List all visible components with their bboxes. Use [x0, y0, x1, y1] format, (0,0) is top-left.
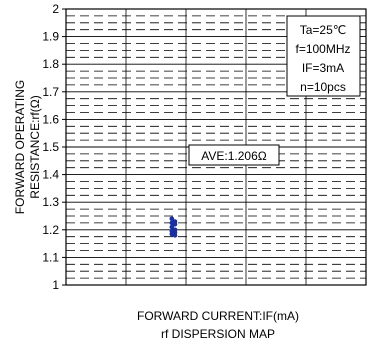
- y-tick-label: 1.2: [42, 223, 59, 237]
- average-box: AVE:1.206Ω: [188, 144, 280, 166]
- condition-temperature: Ta=25℃: [300, 23, 347, 37]
- y-tick-label: 1.4: [42, 168, 59, 182]
- y-tick-label: 1.5: [42, 140, 59, 154]
- y-tick-label: 1.6: [42, 112, 59, 126]
- y-tick-label: 1: [52, 278, 59, 292]
- data-point: [172, 233, 178, 238]
- y-tick-label: 1.8: [42, 57, 59, 71]
- y-axis-title-line1: FORWARD OPERATING: [13, 80, 27, 214]
- y-axis-ticks: 1 1.1 1.2 1.3 1.4 1.5 1.6 1.7 1.8 1.9 2: [42, 2, 66, 292]
- data-point: [169, 224, 175, 230]
- chart-title: rf DISPERSION MAP: [161, 327, 275, 341]
- y-tick-label: 1.7: [42, 85, 59, 99]
- y-axis-title-line2: RESISTANCE:rf(Ω): [28, 95, 42, 198]
- condition-forward-current: IF=3mA: [302, 61, 344, 75]
- data-points: [169, 216, 178, 238]
- y-tick-label: 2: [52, 2, 59, 16]
- y-tick-label: 1.1: [42, 250, 59, 264]
- conditions-box: Ta=25℃ f=100MHz IF=3mA n=10pcs: [286, 15, 361, 97]
- conditions-box-frame: [286, 15, 361, 97]
- y-tick-label: 1.3: [42, 195, 59, 209]
- data-point: [169, 216, 175, 222]
- condition-frequency: f=100MHz: [295, 42, 350, 56]
- x-axis-title: FORWARD CURRENT:IF(mA): [137, 309, 299, 323]
- condition-sample-count: n=10pcs: [300, 80, 346, 94]
- average-box-frame: [188, 144, 280, 166]
- y-tick-label: 1.9: [42, 30, 59, 44]
- y-axis-title: FORWARD OPERATING RESISTANCE:rf(Ω): [13, 80, 42, 214]
- data-point: [172, 221, 178, 227]
- average-label: AVE:1.206Ω: [201, 149, 266, 163]
